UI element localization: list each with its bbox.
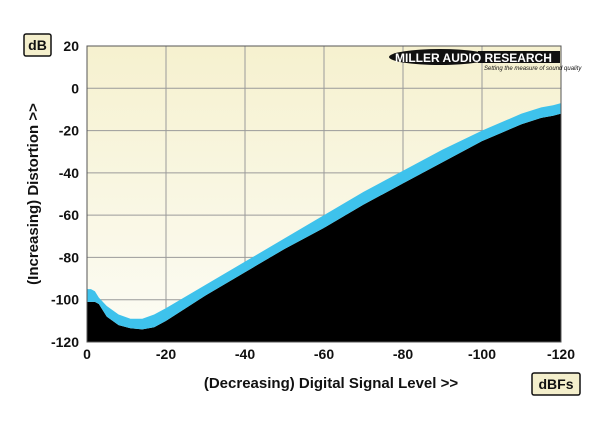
noise-floor-area [87, 113, 561, 342]
x-tick-label: -20 [156, 346, 176, 362]
y-tick-label: 0 [71, 80, 79, 96]
x-tick-label: -60 [314, 346, 334, 362]
brand-logo: MILLER AUDIO RESEARCH Setting the measur… [389, 49, 582, 72]
x-unit-box: dBFs [531, 372, 581, 396]
y-axis-title: (Increasing) Distortion >> [25, 103, 42, 285]
y-tick-label: -80 [59, 249, 79, 265]
y-tick-label: 20 [63, 38, 79, 54]
y-tick-label: -100 [51, 292, 79, 308]
logo-text: MILLER AUDIO RESEARCH [395, 51, 552, 65]
x-tick-label: -40 [235, 346, 255, 362]
y-tick-label: -40 [59, 165, 79, 181]
y-tick-label: -120 [51, 334, 79, 350]
x-tick-label: -100 [468, 346, 496, 362]
x-axis-title: (Decreasing) Digital Signal Level >> [204, 375, 458, 392]
x-tick-labels: 0 -20 -40 -60 -80 -100 -120 [83, 346, 575, 362]
y-tick-label: -60 [59, 207, 79, 223]
plot-border [86, 45, 562, 343]
x-tick-label: -120 [547, 346, 575, 362]
y-tick-labels: 20 0 -20 -40 -60 -80 -100 -120 [51, 38, 79, 350]
logo-tagline: Setting the measure of sound quality [484, 66, 582, 72]
y-unit-label: dB [28, 37, 47, 53]
y-unit-box: dB [23, 33, 52, 57]
x-unit-label: dBFs [539, 376, 574, 392]
x-tick-label: -80 [393, 346, 413, 362]
y-tick-label: -20 [59, 123, 79, 139]
x-tick-label: 0 [83, 346, 91, 362]
plot-layer [87, 103, 561, 342]
distortion-band [87, 103, 561, 330]
